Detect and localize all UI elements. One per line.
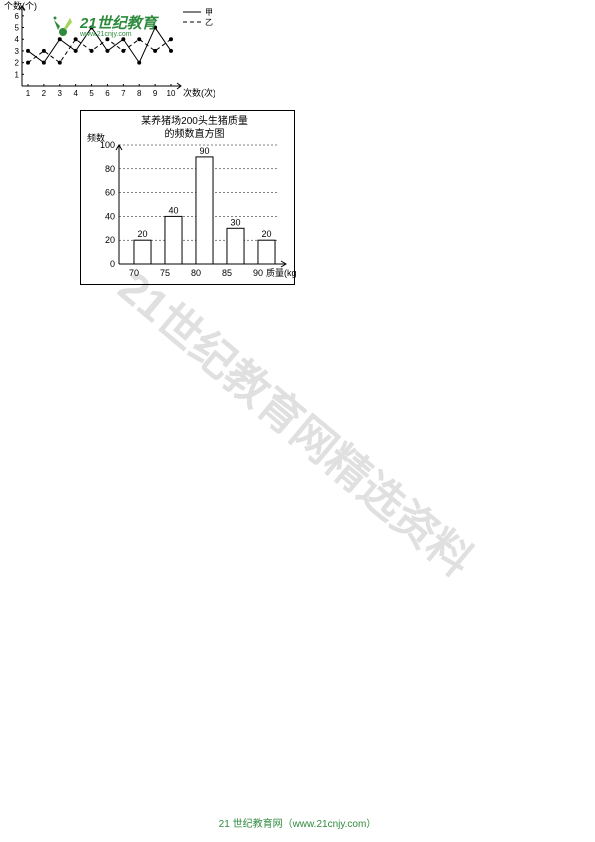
svg-text:40: 40 — [105, 211, 115, 221]
logo-icon — [50, 12, 76, 38]
svg-text:20: 20 — [261, 229, 271, 239]
svg-text:9: 9 — [153, 89, 158, 98]
svg-text:1: 1 — [15, 70, 20, 79]
svg-text:某养猪场200头生猪质量: 某养猪场200头生猪质量 — [141, 114, 248, 127]
svg-text:3: 3 — [15, 47, 20, 56]
histogram-chart: 某养猪场200头生猪质量的频数直方图频数02040608010020704075… — [80, 110, 295, 285]
svg-text:85: 85 — [222, 268, 232, 278]
svg-text:1: 1 — [26, 89, 31, 98]
svg-text:10: 10 — [167, 89, 176, 98]
histogram-svg: 某养猪场200头生猪质量的频数直方图频数02040608010020704075… — [81, 111, 296, 286]
svg-text:的频数直方图: 的频数直方图 — [165, 127, 225, 140]
logo-brand-text: 21世纪教育 — [80, 12, 157, 33]
svg-text:20: 20 — [105, 235, 115, 245]
svg-text:6: 6 — [105, 89, 110, 98]
svg-text:甲: 甲 — [205, 8, 213, 17]
svg-text:2: 2 — [42, 89, 47, 98]
svg-text:3: 3 — [58, 89, 63, 98]
page-footer: 21 世纪教育网（www.21cnjy.com） — [0, 815, 595, 830]
svg-text:75: 75 — [160, 268, 170, 278]
svg-text:个数(个): 个数(个) — [4, 0, 37, 11]
site-logo: 21世纪教育 www.21cnjy.com — [50, 12, 157, 38]
svg-text:40: 40 — [168, 205, 178, 215]
svg-text:次数(次): 次数(次) — [183, 87, 215, 98]
svg-text:5: 5 — [15, 24, 20, 33]
svg-text:30: 30 — [230, 217, 240, 227]
svg-text:80: 80 — [191, 268, 201, 278]
svg-text:4: 4 — [73, 89, 78, 98]
svg-text:8: 8 — [137, 89, 142, 98]
svg-text:90: 90 — [199, 146, 209, 156]
svg-text:乙: 乙 — [205, 18, 213, 27]
svg-text:5: 5 — [89, 89, 94, 98]
svg-text:20: 20 — [137, 229, 147, 239]
svg-text:80: 80 — [105, 164, 115, 174]
svg-text:60: 60 — [105, 188, 115, 198]
svg-text:100: 100 — [100, 140, 115, 150]
svg-text:90: 90 — [253, 268, 263, 278]
svg-text:70: 70 — [129, 268, 139, 278]
watermark-text: 21世纪教育网精选资料 — [107, 253, 489, 588]
svg-text:质量(kg): 质量(kg) — [266, 267, 296, 278]
svg-text:0: 0 — [110, 259, 115, 269]
svg-text:6: 6 — [15, 12, 20, 21]
svg-text:2: 2 — [15, 59, 20, 68]
svg-text:7: 7 — [121, 89, 126, 98]
svg-text:4: 4 — [15, 35, 20, 44]
